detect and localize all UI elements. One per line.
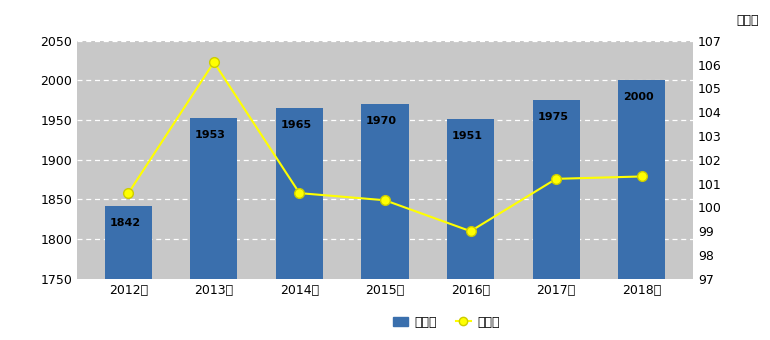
Text: 2000: 2000	[623, 92, 654, 102]
Text: 1951: 1951	[452, 131, 483, 141]
Bar	[190, 118, 237, 279]
Text: 1953: 1953	[195, 130, 226, 140]
Text: （％）: （％）	[736, 14, 758, 27]
Text: 1965: 1965	[280, 120, 312, 130]
Bar	[533, 100, 580, 279]
Bar	[447, 119, 494, 279]
Bar	[361, 104, 409, 279]
Text: 1842: 1842	[109, 218, 141, 228]
Text: 1975: 1975	[537, 112, 568, 122]
Bar	[618, 81, 665, 279]
Legend: 売上高, 前年比: 売上高, 前年比	[389, 311, 504, 334]
Text: 1970: 1970	[367, 116, 397, 126]
Bar	[276, 108, 323, 279]
Bar	[105, 206, 152, 279]
